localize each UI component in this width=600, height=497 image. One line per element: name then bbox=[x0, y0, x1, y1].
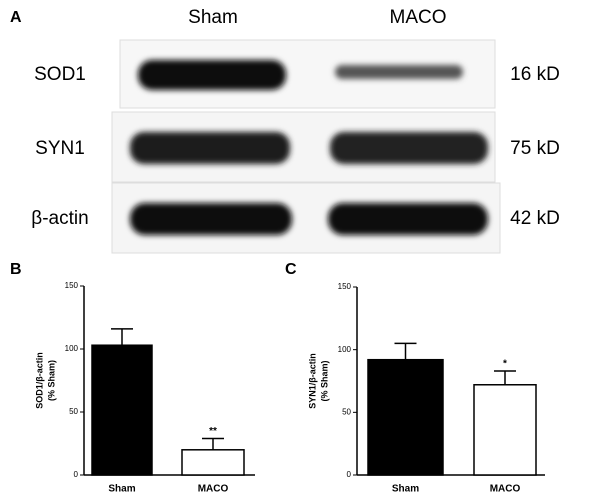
panel-label: C bbox=[285, 261, 297, 278]
band bbox=[130, 132, 290, 164]
y-tick-label: 100 bbox=[65, 344, 79, 353]
y-tick-label: 150 bbox=[338, 282, 352, 291]
y-tick-label: 100 bbox=[338, 345, 352, 354]
bar bbox=[181, 449, 245, 476]
significance: * bbox=[503, 359, 507, 370]
panel-label: A bbox=[10, 9, 22, 26]
y-axis-label: (% Sham) bbox=[319, 360, 329, 401]
band bbox=[138, 60, 286, 90]
significance: ** bbox=[209, 426, 217, 437]
bar bbox=[473, 384, 537, 476]
size-label: 75 kD bbox=[510, 138, 560, 159]
bands bbox=[130, 60, 488, 235]
protein-label: SYN1 bbox=[35, 138, 85, 159]
protein-label: SOD1 bbox=[34, 64, 86, 85]
y-tick-label: 0 bbox=[74, 470, 79, 479]
y-axis-label: (% Sham) bbox=[46, 360, 56, 401]
size-label: 16 kD bbox=[510, 64, 560, 85]
protein-label: β-actin bbox=[31, 208, 88, 229]
bar bbox=[367, 358, 444, 476]
x-tick-label: MACO bbox=[490, 484, 521, 495]
y-axis-label: SOD1/β-actin bbox=[34, 352, 44, 409]
lane-label: Sham bbox=[188, 7, 238, 28]
bar bbox=[91, 344, 153, 476]
band bbox=[330, 132, 488, 164]
y-tick-label: 0 bbox=[347, 470, 352, 479]
x-tick-label: Sham bbox=[108, 484, 135, 495]
size-label: 42 kD bbox=[510, 208, 560, 229]
y-tick-label: 50 bbox=[69, 407, 78, 416]
lane-label: MACO bbox=[390, 7, 447, 28]
y-tick-label: 50 bbox=[342, 407, 351, 416]
y-axis-label: SYN1/β-actin bbox=[307, 353, 317, 409]
y-tick-label: 150 bbox=[65, 281, 79, 290]
band bbox=[335, 65, 463, 79]
x-tick-label: Sham bbox=[392, 484, 419, 495]
band bbox=[130, 203, 292, 235]
x-tick-label: MACO bbox=[198, 484, 229, 495]
band bbox=[328, 203, 488, 235]
panel-label: B bbox=[10, 261, 22, 278]
